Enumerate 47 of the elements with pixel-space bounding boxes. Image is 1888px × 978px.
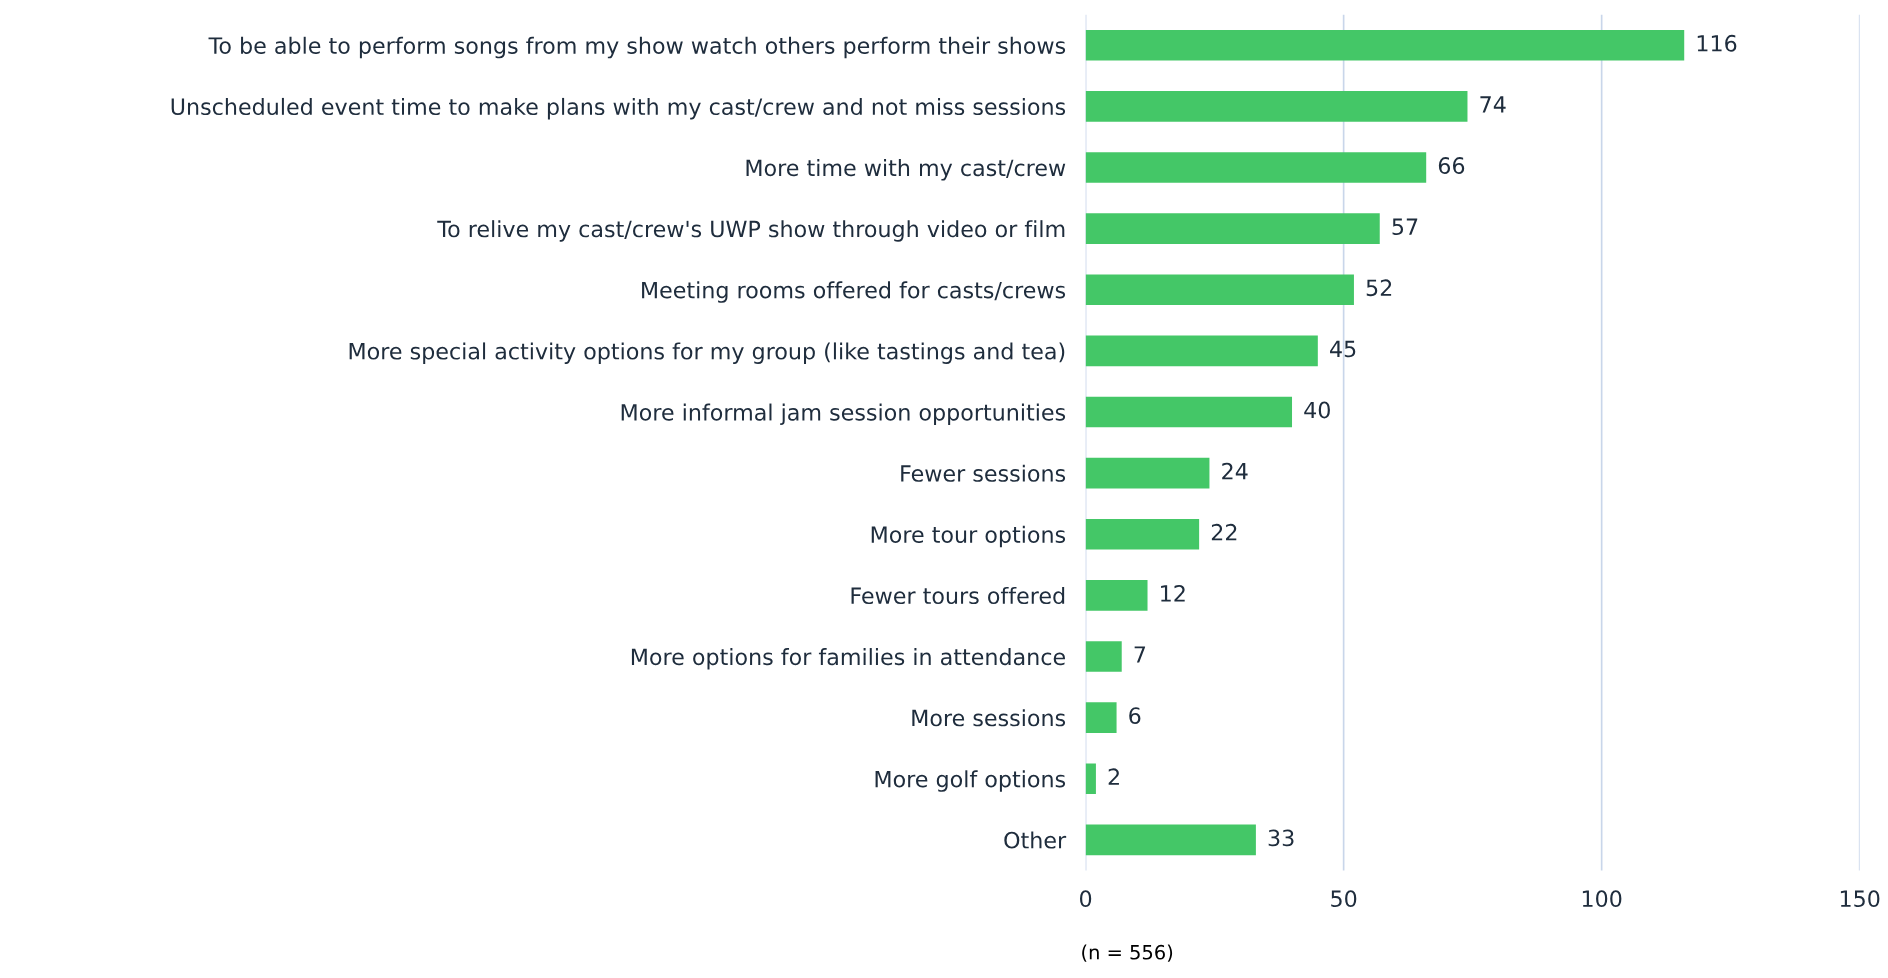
y-tick-label: More options for families in attendance bbox=[631, 648, 1065, 670]
y-tick-label: Unscheduled event time to make plans with my cast/crew and not miss sessions bbox=[171, 97, 1066, 120]
data-label: 116 bbox=[1697, 34, 1737, 52]
bar bbox=[1085, 824, 1256, 856]
bar bbox=[1085, 274, 1354, 306]
bar bbox=[1085, 152, 1427, 183]
x-tick-label: 50 bbox=[1331, 890, 1357, 908]
data-label: 57 bbox=[1392, 218, 1418, 236]
data-label: 52 bbox=[1366, 279, 1392, 297]
data-label: 12 bbox=[1161, 585, 1185, 602]
x-tick-label: 100 bbox=[1582, 890, 1622, 908]
text: (n = 556) bbox=[1082, 944, 1173, 962]
x-tick-label: 0 bbox=[1080, 890, 1092, 908]
bar bbox=[1085, 213, 1380, 244]
bar bbox=[1085, 457, 1210, 489]
data-label: 22 bbox=[1211, 523, 1237, 541]
x-tick-label: 150 bbox=[1840, 890, 1880, 908]
bar bbox=[1085, 29, 1685, 61]
data-label: 45 bbox=[1330, 340, 1356, 358]
data-label: 7 bbox=[1134, 646, 1146, 663]
bar bbox=[1085, 580, 1148, 611]
bar bbox=[1085, 335, 1318, 367]
bar bbox=[1085, 518, 1200, 550]
data-label: 33 bbox=[1268, 829, 1294, 847]
data-label: 74 bbox=[1480, 96, 1506, 113]
data-label: 24 bbox=[1222, 462, 1248, 480]
data-label: 40 bbox=[1304, 401, 1330, 419]
data-label: 66 bbox=[1438, 157, 1465, 174]
data-label: 6 bbox=[1129, 707, 1141, 725]
bar bbox=[1085, 91, 1468, 122]
y-tick-label: More informal jam session opportunities bbox=[621, 403, 1066, 426]
y-tick-label: More special activity options for my group (like tastings and tea) bbox=[349, 342, 1065, 364]
y-tick-label: More tour options bbox=[871, 525, 1066, 548]
y-tick-label: To relive my cast/crew's UWP show through video or film bbox=[437, 220, 1065, 242]
bar bbox=[1085, 763, 1096, 795]
bar bbox=[1085, 396, 1293, 428]
data-label: 2 bbox=[1108, 768, 1119, 785]
y-tick-label: More time with my cast/crew bbox=[746, 159, 1066, 181]
y-tick-label: Other bbox=[1004, 831, 1067, 849]
bar bbox=[1085, 702, 1117, 733]
bar bbox=[1085, 641, 1122, 672]
y-tick-label: Meeting rooms offered for casts/crews bbox=[642, 281, 1066, 303]
y-tick-label: More golf options bbox=[875, 770, 1066, 792]
y-tick-label: To be able to perform songs from my show watch others perform their shows bbox=[208, 36, 1066, 59]
y-tick-label: Fewer tours offered bbox=[851, 586, 1065, 605]
y-tick-label: More sessions bbox=[912, 709, 1066, 727]
y-tick-label: Fewer sessions bbox=[901, 464, 1066, 482]
